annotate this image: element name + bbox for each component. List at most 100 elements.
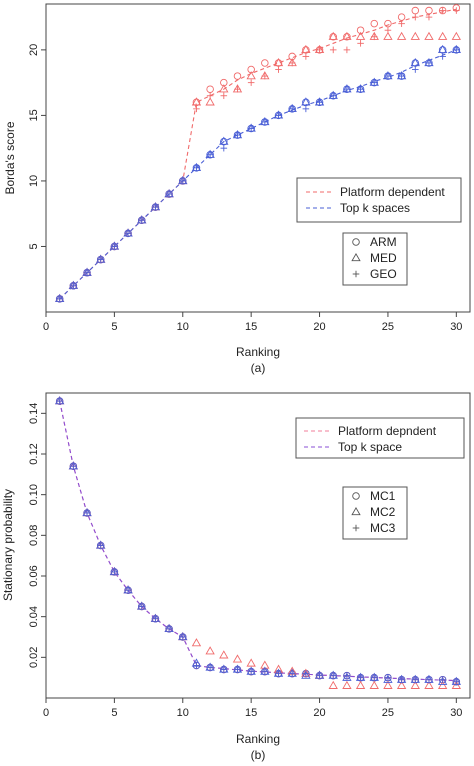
x-tick-label: 5	[111, 321, 117, 333]
y-tick-label: 0.12	[28, 443, 40, 464]
data-point-geo	[261, 118, 269, 126]
legend-glyph-plus-icon	[352, 270, 360, 278]
legend-glyph-plus-icon	[352, 524, 360, 532]
data-point-mc2	[246, 658, 256, 667]
data-point-mc3	[453, 678, 460, 686]
legend-glyph-circle-icon	[352, 238, 360, 246]
data-point-mc3	[302, 670, 310, 677]
data-point-mc2	[328, 680, 338, 689]
x-tick-label: 0	[43, 707, 49, 719]
data-point-med	[383, 31, 393, 40]
data-point-geo	[439, 53, 446, 60]
legend-item-mc1: MC1	[370, 489, 396, 503]
legend-box	[342, 232, 408, 286]
data-point-mc2	[342, 680, 352, 689]
legend-item-platform-dependent: Platform dependent	[340, 185, 445, 199]
data-point-med	[273, 57, 284, 67]
data-point-geo	[70, 282, 77, 290]
y-tick-label: 0.08	[28, 525, 40, 546]
data-point-geo	[165, 190, 173, 198]
legend-item-mc3: MC3	[370, 521, 396, 535]
x-tick-label: 25	[382, 321, 394, 333]
data-point-mc3	[179, 633, 187, 641]
data-point-mc3	[411, 676, 419, 683]
data-point-mc3	[234, 666, 241, 673]
plot-frame-b	[45, 392, 471, 699]
data-point-mc3	[370, 674, 378, 681]
data-point-mc3	[193, 662, 200, 669]
data-point-mc3	[357, 674, 364, 681]
legend-box	[342, 486, 408, 540]
data-point-mc3	[288, 670, 296, 677]
data-point-mc2	[410, 680, 420, 689]
data-point-med	[328, 31, 338, 40]
data-point-med	[301, 44, 311, 54]
data-point-med	[410, 31, 420, 40]
data-point-geo	[83, 269, 91, 276]
legend-item-mc2: MC2	[370, 505, 396, 519]
legend-item-platform-depndent: Platform depndent	[338, 424, 437, 438]
y-tick-label: 0.14	[28, 403, 40, 424]
data-point-mc3	[111, 568, 118, 576]
data-point-mc3	[97, 542, 105, 549]
data-point-mc3	[247, 668, 255, 675]
x-tick-label: 5	[111, 707, 117, 719]
data-point-mc3	[165, 625, 173, 633]
x-tick-label: 25	[382, 707, 394, 719]
data-point-mc3	[56, 397, 63, 405]
data-point-med	[355, 31, 366, 40]
x-tick-label: 0	[43, 321, 49, 333]
data-point-geo	[370, 79, 378, 86]
data-point-med	[191, 97, 202, 106]
data-point-geo	[220, 92, 228, 100]
data-point-mc2	[437, 676, 448, 685]
data-point-med	[437, 31, 448, 40]
data-point-geo	[453, 7, 460, 14]
data-point-med	[219, 84, 229, 93]
y-tick-label: 5	[28, 243, 40, 249]
y-tick-label: 0.06	[28, 565, 40, 586]
x-tick-label: 30	[450, 707, 462, 719]
data-point-mc3	[439, 676, 446, 683]
data-point-mc3	[425, 676, 433, 683]
data-point-mc2	[301, 670, 311, 679]
panel-caption-a: (a)	[251, 361, 266, 375]
data-point-geo	[97, 256, 105, 263]
data-point-arm	[411, 6, 420, 15]
data-point-mc2	[451, 680, 461, 689]
data-point-geo	[425, 59, 433, 67]
data-point-mc2	[219, 650, 229, 659]
legend-glyph-triangle-icon	[351, 506, 361, 516]
data-point-geo	[275, 66, 282, 73]
data-point-geo	[425, 13, 433, 21]
data-point-mc3	[261, 668, 269, 675]
data-point-mc2	[342, 672, 352, 681]
data-point-mc2	[383, 680, 393, 689]
x-axis-label-a: Ranking	[236, 345, 280, 359]
series-line-topk	[59, 401, 457, 682]
data-point-geo	[316, 46, 323, 54]
plot-frame-a	[45, 3, 471, 313]
data-point-geo	[247, 125, 255, 132]
data-point-med	[205, 97, 215, 106]
data-point-geo	[384, 72, 392, 80]
legend-lines-a: Platform dependent Top k spaces	[296, 177, 462, 223]
data-point-geo	[206, 151, 214, 159]
data-point-med	[301, 97, 311, 106]
data-point-arm	[370, 19, 379, 28]
y-tick-label: 10	[28, 175, 40, 187]
data-point-arm	[261, 59, 269, 67]
y-tick-label: 0.04	[28, 606, 40, 627]
series-lines-b	[59, 401, 457, 682]
x-tick-label: 10	[177, 707, 189, 719]
data-point-med	[410, 57, 420, 67]
data-point-geo	[316, 98, 323, 106]
x-tick-label: 15	[245, 321, 257, 333]
legend-box	[295, 417, 465, 459]
legend-item-arm: ARM	[370, 235, 397, 249]
data-point-geo	[206, 92, 214, 100]
data-point-mc3	[316, 672, 323, 679]
y-tick-label: 0.10	[28, 484, 40, 505]
data-point-geo	[261, 72, 269, 80]
